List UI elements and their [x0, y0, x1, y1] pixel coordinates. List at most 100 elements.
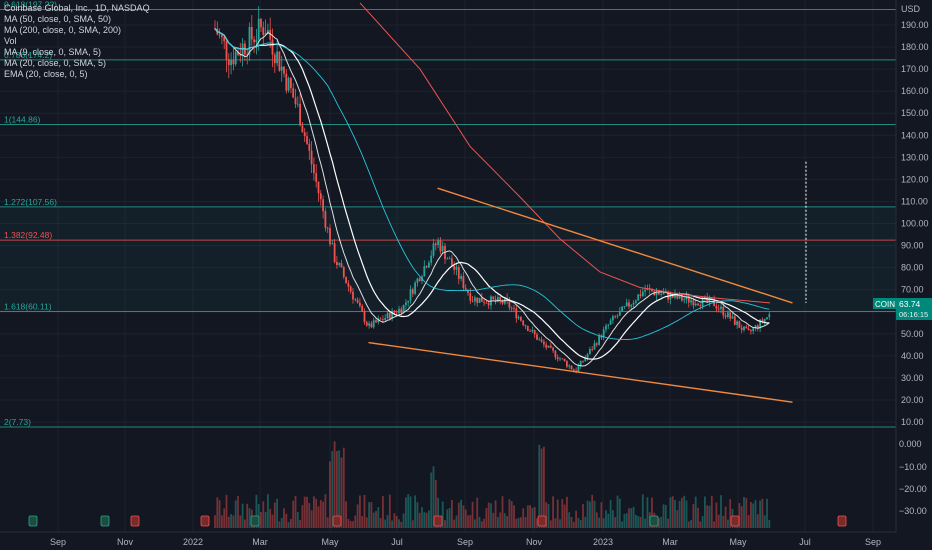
- volume-bar: [540, 448, 543, 528]
- candle-body: [485, 302, 488, 304]
- volume-bar: [402, 513, 405, 528]
- volume-bar: [681, 497, 683, 528]
- volume-bar: [324, 494, 327, 528]
- candle-body: [285, 73, 288, 91]
- candle-body: [745, 326, 748, 329]
- candle-body: [616, 315, 619, 317]
- volume-bar: [333, 441, 336, 528]
- volume-bar: [287, 521, 290, 528]
- candle-body: [692, 300, 695, 306]
- candle-body: [628, 302, 630, 307]
- time-tick-label: Sep: [457, 537, 473, 547]
- candle-body: [724, 315, 727, 317]
- candle-body: [227, 59, 230, 66]
- volume-bar: [407, 494, 410, 528]
- candle-body: [388, 312, 391, 319]
- candle-body: [326, 227, 329, 229]
- volume-bar: [756, 514, 759, 528]
- moving-averages: [214, 2, 771, 367]
- candle-body: [632, 302, 635, 305]
- price-tick-label: 40.00: [901, 351, 924, 361]
- volume-bar: [715, 502, 718, 528]
- candle-body: [292, 88, 295, 98]
- candle-body: [439, 240, 442, 252]
- earnings-marker: [433, 515, 443, 527]
- candle-body: [501, 300, 504, 304]
- indicator-ma50[interactable]: MA (50, close, 0, SMA, 50): [4, 14, 112, 24]
- volume-bar: [658, 517, 660, 528]
- volume-bar: [384, 519, 387, 528]
- volume-tick-label: −20.00: [899, 484, 927, 494]
- candle-body: [690, 300, 692, 303]
- volume-bar: [441, 501, 444, 528]
- volume-bar: [635, 514, 637, 528]
- chart-legend: Coinbase Global, Inc., 1D, NASDAQ MA (50…: [4, 3, 150, 80]
- volume-bar: [467, 515, 469, 528]
- volume-bar: [754, 500, 757, 528]
- candle-body: [607, 324, 610, 326]
- candle-body: [338, 263, 341, 265]
- volume-bar: [632, 506, 635, 528]
- price-tick-label: 100.00: [901, 219, 929, 229]
- candle-body: [487, 302, 490, 306]
- volume-bar: [570, 516, 573, 528]
- volume-bar: [717, 514, 720, 528]
- candle-body: [310, 150, 313, 165]
- candle-body: [766, 317, 768, 320]
- indicator-ma9[interactable]: MA (9, close, 0, SMA, 5): [4, 47, 102, 57]
- volume-bar: [552, 496, 554, 528]
- candle-body: [483, 301, 485, 303]
- volume-bar: [225, 494, 228, 528]
- price-tick-label: 140.00: [901, 130, 929, 140]
- volume-bar: [267, 494, 269, 528]
- volume-bar: [294, 495, 297, 528]
- candle-body: [469, 293, 472, 301]
- time-axis[interactable]: Sep Nov 2022 Mar May Jul Sep Nov 2023 Mar May Jul Se…: [50, 537, 881, 547]
- candle-body: [674, 293, 676, 298]
- volume-bar: [605, 510, 607, 528]
- candle-body: [605, 325, 607, 330]
- price-tick-label: 50.00: [901, 329, 924, 339]
- symbol-title[interactable]: Coinbase Global, Inc., 1D, NASDAQ: [4, 3, 150, 13]
- volume-bar: [616, 495, 619, 528]
- candle-body: [529, 330, 531, 332]
- badge-price: 63.74: [899, 299, 921, 309]
- indicator-ma20[interactable]: MA (20, close, 0, SMA, 5): [4, 58, 107, 68]
- volume-bar: [510, 500, 513, 528]
- candle-body: [414, 282, 416, 294]
- volume-bar: [214, 515, 216, 528]
- indicator-ema20[interactable]: EMA (20, close, 0, 5): [4, 69, 88, 79]
- indicator-volume[interactable]: Vol: [4, 36, 17, 46]
- volume-bar: [301, 505, 304, 528]
- volume-bar: [271, 514, 274, 528]
- price-tick-label: 70.00: [901, 285, 924, 295]
- volume-bar: [547, 504, 550, 528]
- candle-body: [768, 314, 771, 318]
- volume-bar: [430, 472, 433, 528]
- volume-bar: [223, 508, 226, 528]
- volume-bar: [221, 515, 223, 528]
- price-tick-label: 170.00: [901, 64, 929, 74]
- volume-bar: [356, 504, 359, 528]
- candle-body: [577, 366, 580, 373]
- candle-body: [315, 173, 318, 182]
- price-tick-label: 130.00: [901, 152, 929, 162]
- candle-body: [685, 295, 688, 300]
- candle-body: [561, 358, 564, 360]
- price-axis[interactable]: 190.00 180.00 170.00 160.00 150.00 140.00 130.…: [901, 20, 929, 427]
- volume-bar: [685, 500, 688, 528]
- price-tick-label: 20.00: [901, 395, 924, 405]
- candle-body: [720, 306, 722, 309]
- volume-bar: [296, 511, 299, 528]
- candle-body: [407, 300, 410, 303]
- candle-body: [717, 308, 720, 310]
- candle-body: [554, 350, 557, 358]
- earnings-marker: [649, 515, 659, 527]
- volume-bar: [260, 511, 262, 528]
- candle-body: [526, 326, 529, 331]
- volume-bar: [545, 502, 548, 528]
- volume-bar: [398, 519, 400, 528]
- earnings-marker: [537, 515, 547, 527]
- indicator-ma200[interactable]: MA (200, close, 0, SMA, 200): [4, 25, 122, 35]
